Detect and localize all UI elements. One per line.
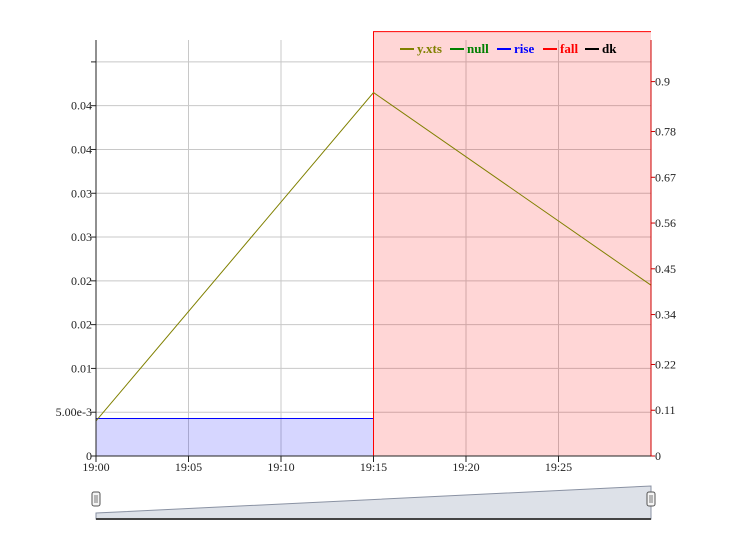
- range-selector-left-handle[interactable]: [91, 491, 101, 507]
- y-right-tick-label: 0: [655, 449, 661, 463]
- y-right-tick-label: 0.78: [655, 125, 676, 139]
- series-lines: [95, 31, 652, 456]
- y-right-tick-label: 0.56: [655, 216, 676, 230]
- y-left-tick-label: 0.01: [71, 361, 92, 375]
- y-left-tick-label: 0.02: [71, 274, 92, 288]
- y-left-tick-label: 0.02: [71, 318, 92, 332]
- y-left-tick-label: 0.04: [71, 142, 92, 156]
- y-left-axis-ticks: 0 5.00e-3 0.01 0.02 0.02 0.03 0.03 0.04 0.04: [56, 61, 96, 463]
- y-left-tick-label: 0.04: [71, 99, 92, 113]
- legend-label-null: null: [467, 41, 489, 56]
- series-area-rise: [96, 418, 374, 456]
- y-right-tick-label: 0.67: [655, 170, 676, 184]
- y-right-tick-label: 0.45: [655, 262, 676, 276]
- series-line-fall: [373, 31, 651, 456]
- x-tick-label: 19:25: [545, 460, 572, 474]
- y-right-axis-ticks: 0 0.11 0.22 0.34 0.45 0.56 0.67 0.78 0.9: [651, 75, 676, 463]
- legend-label-y-xts: y.xts: [417, 41, 442, 56]
- y-left-tick-label: 0: [86, 449, 92, 463]
- range-selector[interactable]: [91, 485, 656, 520]
- range-selector-miniplot: [95, 485, 652, 520]
- x-tick-label: 19:00: [82, 460, 109, 474]
- range-selector-right-handle[interactable]: [646, 491, 656, 507]
- y-right-tick-label: 0.11: [655, 403, 676, 417]
- y-right-tick-label: 0.9: [655, 75, 670, 89]
- x-tick-label: 19:10: [267, 460, 294, 474]
- series-line-y-xts: [95, 91, 652, 422]
- y-left-tick-label: 0.03: [71, 186, 92, 200]
- y-right-tick-label: 0.34: [655, 308, 676, 322]
- x-axis-ticks: 19:00 19:05 19:10 19:15 19:20 19:25: [82, 456, 572, 474]
- y-right-tick-label: 0.22: [655, 357, 676, 371]
- legend-label-dk: dk: [602, 41, 617, 56]
- series-area-fall: [373, 31, 651, 457]
- x-tick-label: 19:15: [360, 460, 387, 474]
- legend-label-rise: rise: [514, 41, 534, 56]
- legend-label-fall: fall: [560, 41, 578, 56]
- series-areas: [96, 31, 651, 457]
- x-tick-label: 19:20: [452, 460, 479, 474]
- y-left-tick-label: 5.00e-3: [56, 405, 92, 419]
- x-tick-label: 19:05: [175, 460, 202, 474]
- y-left-tick-label: 0.03: [71, 230, 92, 244]
- legend: y.xts null rise fall dk: [400, 41, 617, 56]
